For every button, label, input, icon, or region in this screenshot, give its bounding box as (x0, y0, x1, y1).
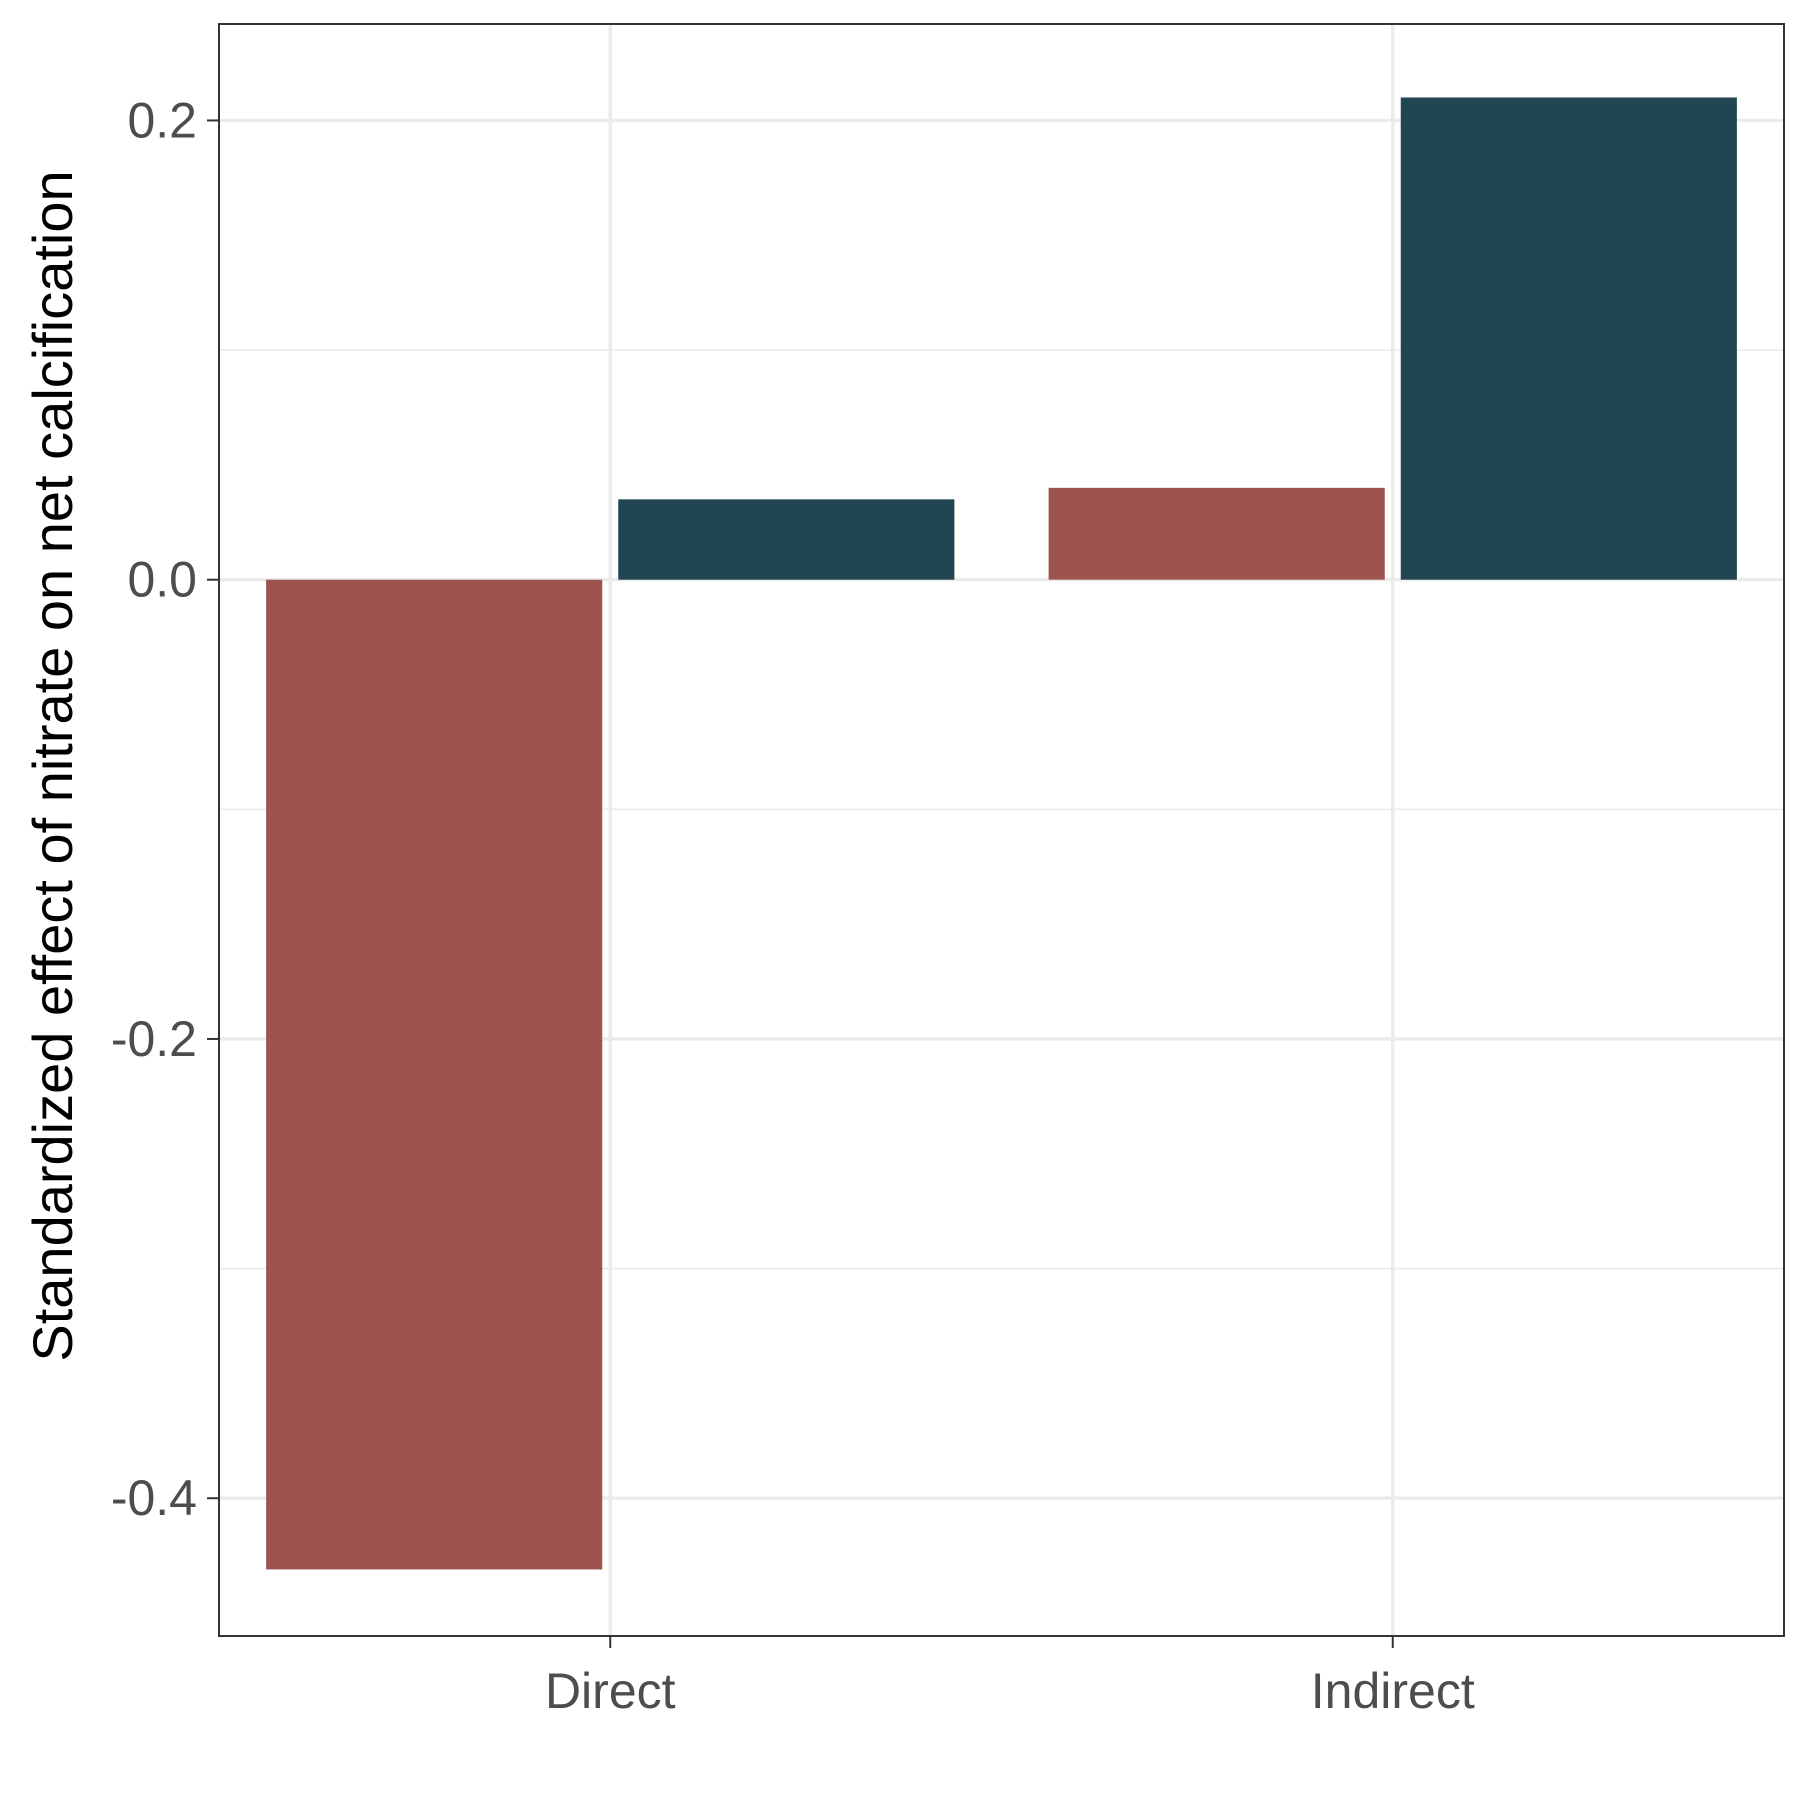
bar-indirect-series-2 (1400, 97, 1737, 580)
y-axis-title: Standardized effect of nitrate on net ca… (21, 170, 84, 1361)
bar-direct-series-1 (266, 579, 603, 1570)
x-tick-label-indirect: Indirect (1311, 1663, 1475, 1719)
x-tick-label-direct: Direct (545, 1663, 676, 1719)
y-tick-label: -0.4 (111, 1470, 197, 1526)
x-axis-ticks: Direct Indirect (545, 1636, 1475, 1719)
y-tick-label: 0.2 (127, 92, 197, 148)
y-axis-ticks: -0.4 -0.2 0.0 0.2 (111, 92, 219, 1526)
bar-direct-series-2 (618, 499, 955, 580)
bars (266, 97, 1737, 1570)
plot-panel-border (218, 23, 1785, 1637)
y-tick-label: 0.0 (127, 552, 197, 608)
bar-indirect-series-1 (1048, 487, 1385, 580)
y-tick-label: -0.2 (111, 1011, 197, 1067)
